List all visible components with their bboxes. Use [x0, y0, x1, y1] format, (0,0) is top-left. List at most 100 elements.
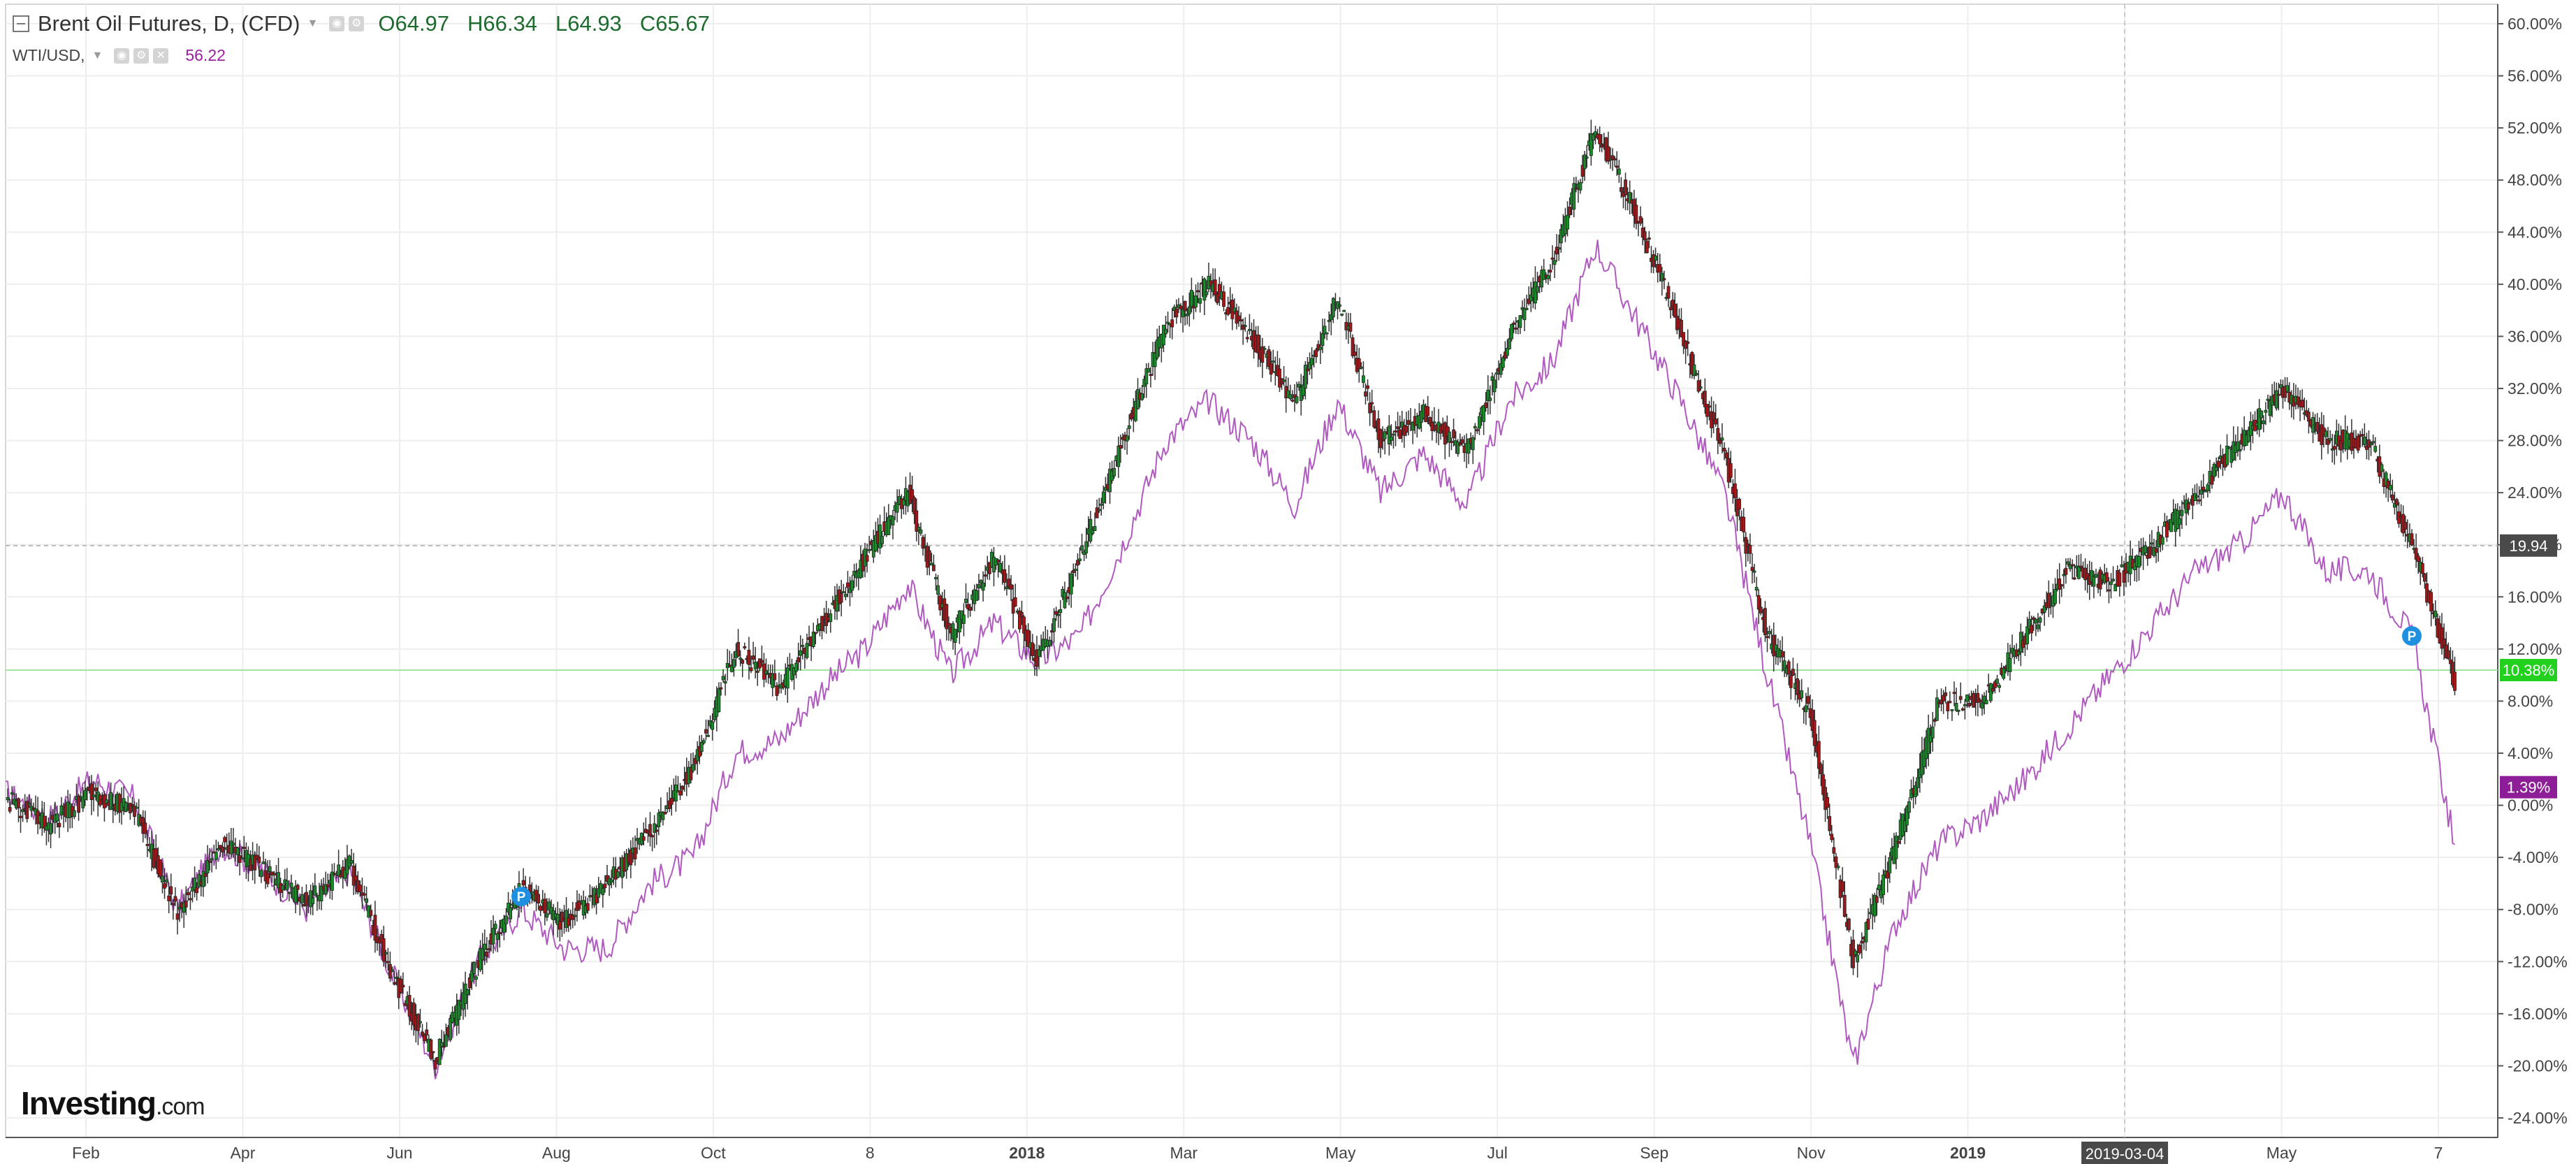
candle-body [429, 1039, 433, 1059]
candle-body [221, 847, 224, 852]
candle-body [1256, 334, 1260, 354]
candle-body [1458, 442, 1462, 446]
candle-body [841, 591, 845, 594]
candle-body [2397, 511, 2401, 524]
candle-body [369, 910, 373, 917]
candle-body [560, 911, 564, 922]
candle-body [2178, 518, 2182, 525]
settings-icon[interactable]: ⚙ [349, 16, 365, 31]
x-tick-label: 2018 [1009, 1144, 1045, 1162]
y-tick-label: 28.00% [2508, 432, 2562, 450]
candle-body [741, 660, 745, 664]
candle-body [229, 841, 233, 854]
compare-symbol[interactable]: WTI/USD, [13, 46, 85, 64]
candle-body [1020, 612, 1024, 618]
candle-body [571, 915, 575, 920]
candle-body [1559, 228, 1563, 244]
candle-body [1217, 284, 1221, 298]
candle-body [2214, 467, 2218, 472]
y-tick-label: 16.00% [2508, 588, 2562, 606]
candle-body [465, 989, 470, 996]
candle-body [929, 562, 933, 566]
candle-body [1733, 483, 1737, 499]
candle-body [2025, 626, 2029, 644]
chevron-down-icon[interactable]: ▼ [307, 17, 319, 29]
candle-body [1149, 374, 1153, 376]
symbol-title[interactable]: Brent Oil Futures, D, (CFD) [38, 11, 300, 36]
candle-body [1610, 155, 1615, 161]
y-tick-label: 36.00% [2508, 327, 2562, 345]
candle-body [1508, 338, 1511, 349]
candle-body [1342, 310, 1346, 312]
candle-body [1467, 438, 1471, 454]
candle-body [1093, 525, 1097, 531]
x-tick-label: Jun [386, 1144, 412, 1162]
candle-body [2388, 484, 2392, 490]
candle-body [736, 641, 740, 657]
candle-body [296, 885, 300, 890]
candle-body [595, 893, 599, 904]
candle-body [1993, 681, 1997, 688]
candle-body [2266, 398, 2270, 401]
candle-body [749, 667, 753, 671]
candle-body [547, 901, 551, 910]
candle-body [2032, 617, 2036, 620]
candle-body [2046, 592, 2051, 609]
candle-body [2206, 484, 2210, 492]
candle-body [2180, 509, 2184, 516]
close-icon[interactable]: ✕ [153, 48, 169, 64]
candle-body [839, 593, 843, 603]
candle-body [1686, 341, 1690, 344]
candle-body [1241, 324, 1245, 330]
collapse-legend-button[interactable] [13, 15, 29, 32]
candle-body [326, 884, 330, 887]
candle-body [2109, 581, 2113, 585]
chevron-down-icon[interactable]: ▼ [92, 49, 103, 61]
settings-icon[interactable]: ⚙ [133, 48, 150, 64]
candle-body [6, 797, 10, 801]
candle-body [616, 871, 620, 878]
y-tick-label: -24.00% [2508, 1109, 2568, 1127]
candle-body [373, 915, 377, 941]
candle-body [1290, 399, 1295, 402]
candle-body [1091, 529, 1095, 534]
candle-body [1615, 166, 1619, 168]
candle-body [83, 790, 87, 801]
candle-body [1791, 669, 1795, 676]
y-tick-label: 40.00% [2508, 275, 2562, 293]
candle-body [2360, 434, 2364, 437]
candle-body [1817, 741, 1821, 769]
candle-body [2324, 430, 2328, 437]
candle-body [1666, 286, 1671, 299]
candle-body [2066, 561, 2070, 565]
candle-body [953, 629, 957, 643]
candle-body [94, 787, 98, 792]
eye-icon[interactable]: ◉ [114, 48, 130, 64]
candle-body [57, 822, 61, 827]
candle-body [323, 884, 328, 895]
candle-body [285, 880, 289, 890]
candle-body [1282, 379, 1286, 382]
candle-body [330, 871, 334, 891]
candle-body [1804, 705, 1808, 713]
candle-body [1645, 240, 1649, 254]
candle-body [1842, 894, 1847, 917]
candle-body [2076, 566, 2081, 579]
candle-body [729, 665, 734, 672]
x-tick-label: Feb [72, 1144, 100, 1162]
candle-body [1988, 683, 1993, 701]
candle-body [983, 574, 987, 577]
candle-body [865, 555, 869, 562]
candle-body [1965, 694, 1969, 702]
eye-icon[interactable]: ◉ [329, 16, 345, 31]
candle-body [154, 847, 158, 861]
candle-body [337, 864, 341, 877]
candle-body [1293, 394, 1297, 398]
candle-body [1134, 400, 1137, 421]
candle-body [1366, 385, 1369, 389]
candle-body [1692, 364, 1696, 377]
candle-body [1806, 696, 1810, 704]
candle-body [1303, 365, 1307, 389]
candle-body [2416, 555, 2420, 562]
